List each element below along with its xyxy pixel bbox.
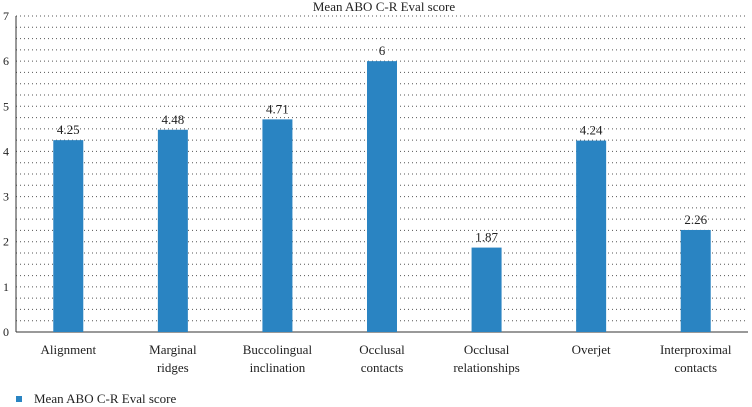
y-tick-label: 2 — [3, 235, 9, 249]
y-tick-label: 6 — [3, 54, 9, 68]
legend: Mean ABO C-R Eval score — [16, 391, 176, 406]
y-tick-label: 1 — [3, 280, 9, 294]
data-label: 2.26 — [684, 212, 707, 227]
y-tick-label: 4 — [3, 144, 9, 158]
bar — [53, 140, 84, 332]
x-tick-label: Occlusal contacts — [359, 342, 405, 375]
x-axis-labels: Alignment Marginal ridges Buccolingual incli… — [40, 342, 731, 375]
legend-label: Mean ABO C-R Eval score — [34, 391, 176, 406]
legend-swatch — [16, 396, 22, 402]
bars — [53, 61, 711, 333]
bar — [680, 229, 711, 332]
x-tick-label: Interproximal contacts — [660, 342, 732, 375]
bar — [157, 129, 188, 332]
bar — [576, 140, 607, 332]
x-tick-label: Buccolingual inclination — [243, 342, 313, 375]
data-label: 4.48 — [161, 112, 184, 127]
bar — [262, 119, 293, 333]
data-labels: 4.25 4.48 4.71 6 1.87 4.24 2.26 — [57, 43, 708, 244]
data-label: 4.25 — [57, 122, 80, 137]
x-tick-label: Overjet — [572, 342, 611, 357]
x-tick-label: Marginal ridges — [149, 342, 197, 375]
y-axis-ticks: 0 1 2 3 4 5 6 7 — [3, 9, 9, 339]
y-tick-label: 7 — [3, 9, 9, 23]
chart-title: Mean ABO C-R Eval score — [313, 0, 455, 14]
data-label: 6 — [379, 43, 386, 58]
data-label: 1.87 — [475, 230, 498, 245]
y-tick-label: 5 — [3, 99, 9, 113]
y-tick-label: 3 — [3, 190, 9, 204]
y-tick-label: 0 — [3, 325, 9, 339]
x-tick-label: Alignment — [40, 342, 96, 357]
x-tick-label: Occlusal relationships — [453, 342, 519, 375]
bar — [367, 61, 397, 333]
data-label: 4.24 — [580, 123, 603, 138]
bar — [471, 247, 502, 332]
data-label: 4.71 — [266, 101, 289, 116]
